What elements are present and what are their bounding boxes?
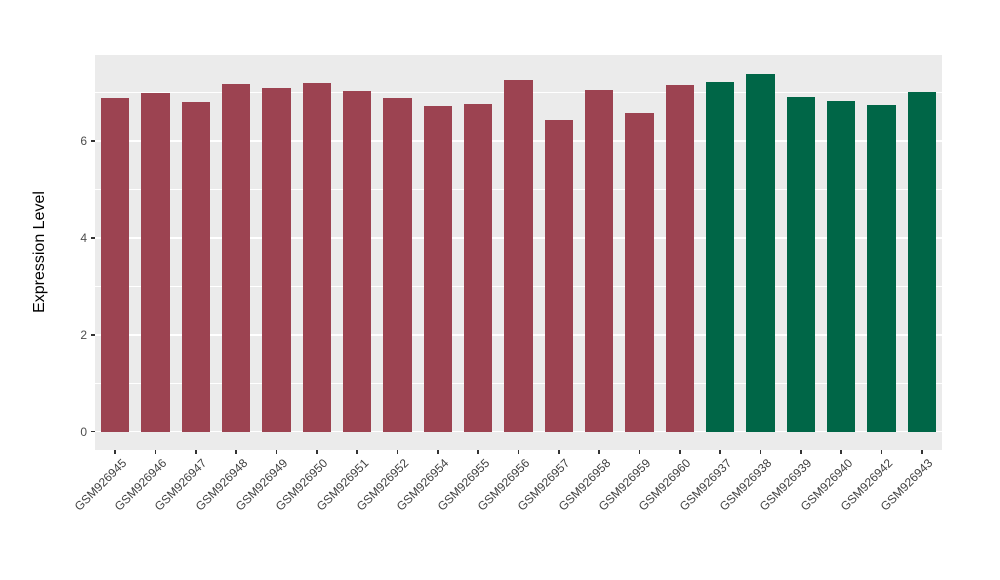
bar-GSM926957 — [544, 120, 574, 432]
plot-panel — [95, 55, 942, 450]
bar-GSM926958 — [584, 89, 614, 432]
bar-GSM926940 — [826, 100, 856, 432]
bar-GSM926951 — [342, 90, 372, 432]
y-tick-label: 0 — [80, 424, 87, 439]
y-tick-mark — [90, 140, 95, 142]
bar-GSM926945 — [100, 98, 130, 432]
bar-GSM926950 — [302, 82, 332, 432]
y-tick-label: 6 — [80, 134, 87, 149]
bar-GSM926952 — [383, 98, 412, 432]
bar-GSM926956 — [504, 80, 533, 432]
y-tick-mark — [90, 334, 95, 336]
x-tick-mark — [921, 450, 923, 454]
x-tick-mark — [679, 450, 681, 454]
bar-GSM926948 — [221, 83, 251, 432]
y-tick-mark — [90, 237, 95, 239]
x-tick-mark — [316, 450, 318, 454]
x-tick-mark — [356, 450, 358, 454]
y-tick-label: 2 — [80, 327, 87, 342]
x-tick-mark — [840, 450, 842, 454]
bar-GSM926942 — [867, 105, 896, 432]
x-tick-mark — [759, 450, 762, 454]
x-tick-mark — [114, 450, 116, 454]
bar-GSM926959 — [625, 112, 654, 432]
x-tick-mark — [154, 450, 157, 454]
bar-GSM926943 — [907, 91, 937, 432]
y-axis-title: Expression Level — [31, 191, 48, 313]
x-tick-mark — [517, 450, 520, 454]
y-tick-mark — [90, 430, 95, 433]
x-tick-mark — [558, 450, 560, 454]
x-tick-mark — [477, 450, 479, 454]
bar-GSM926939 — [786, 96, 816, 432]
bar-GSM926947 — [181, 102, 211, 432]
bar-GSM926938 — [746, 74, 775, 432]
x-tick-mark — [396, 450, 399, 454]
bar-GSM926960 — [665, 85, 695, 432]
gridline-major — [95, 430, 942, 433]
bar-GSM926946 — [141, 92, 170, 432]
bar-GSM926954 — [423, 105, 453, 432]
x-tick-mark — [195, 450, 197, 454]
bar-GSM926937 — [705, 81, 735, 432]
x-tick-mark — [437, 450, 439, 454]
x-tick-mark — [638, 450, 641, 454]
bar-GSM926949 — [262, 87, 291, 432]
x-tick-mark — [598, 450, 600, 454]
x-tick-mark — [719, 450, 721, 454]
x-tick-mark — [235, 450, 237, 454]
x-tick-mark — [800, 450, 802, 454]
x-tick-mark — [275, 450, 278, 454]
bar-GSM926955 — [463, 104, 493, 432]
x-tick-mark — [880, 450, 883, 454]
y-tick-label: 4 — [80, 230, 87, 245]
